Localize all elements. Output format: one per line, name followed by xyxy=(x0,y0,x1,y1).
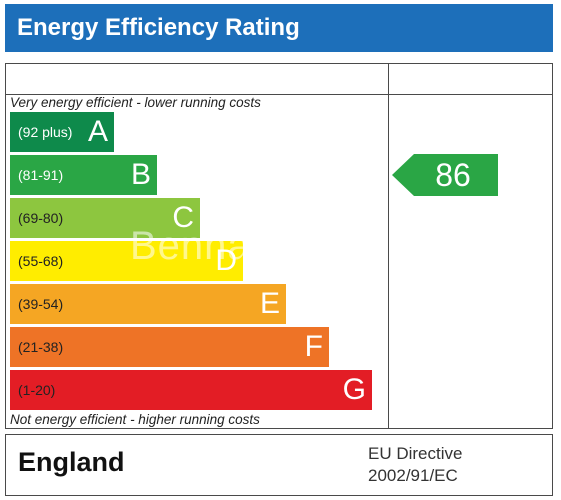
band-d: (55-68) D xyxy=(10,241,243,281)
band-letter: B xyxy=(130,158,151,191)
bottom-note: Not energy efficient - higher running co… xyxy=(10,412,260,427)
band-letter: A xyxy=(87,115,108,148)
current-rating-value: 86 xyxy=(435,157,471,193)
band-range-label: (1-20) xyxy=(18,382,56,398)
directive-line-2: 2002/91/EC xyxy=(368,466,458,485)
country-label: England xyxy=(18,447,125,477)
eu-directive: EU Directive 2002/91/EC xyxy=(368,443,462,487)
column-divider xyxy=(388,63,389,429)
band-range-label: (92 plus) xyxy=(18,124,73,140)
directive-line-1: EU Directive xyxy=(368,444,463,463)
band-range-label: (21-38) xyxy=(18,339,64,355)
current-rating-arrow xyxy=(392,154,498,196)
band-f: (21-38) F xyxy=(10,327,329,367)
band-range-label: (39-54) xyxy=(18,296,64,312)
band-letter: C xyxy=(172,201,194,234)
band-c: (69-80) C xyxy=(10,198,200,238)
band-range-label: (69-80) xyxy=(18,210,64,226)
band-g: (1-20) G xyxy=(10,370,372,410)
rating-frame xyxy=(5,63,553,429)
band-e: (39-54) E xyxy=(10,284,286,324)
footer: England EU Directive 2002/91/EC xyxy=(5,434,553,496)
band-a: (92 plus) A xyxy=(10,112,114,152)
band-letter: E xyxy=(259,287,280,320)
header-divider xyxy=(5,94,553,95)
band-range-label: (55-68) xyxy=(18,253,64,269)
chart-title: Energy Efficiency Rating xyxy=(5,4,553,52)
top-note: Very energy efficient - lower running co… xyxy=(10,95,261,110)
current-rating-arrow-shape xyxy=(392,154,498,196)
band-letter: G xyxy=(342,373,366,406)
band-letter: F xyxy=(304,330,323,363)
band-b: (81-91) B xyxy=(10,155,157,195)
band-range-label: (81-91) xyxy=(18,167,64,183)
band-letter: D xyxy=(215,244,237,277)
